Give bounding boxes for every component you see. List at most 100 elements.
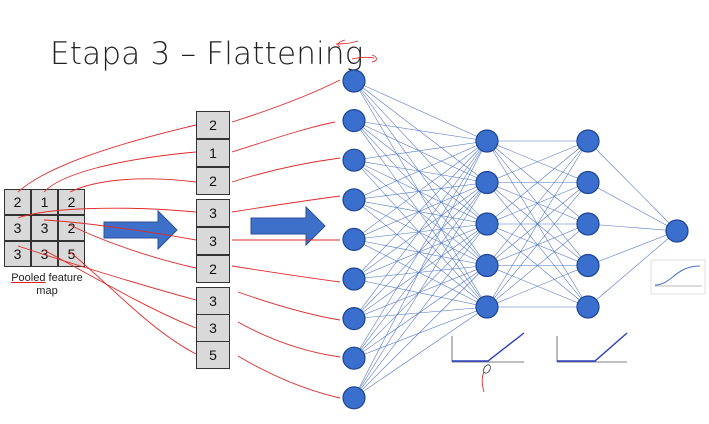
pooled-cell: 2	[58, 215, 85, 241]
connection-line	[353, 223, 488, 398]
annotation-strokes	[17, 39, 485, 399]
pencil-icon	[483, 364, 491, 374]
annotation-line	[231, 157, 341, 183]
annotation-line	[237, 321, 341, 358]
flattened-cell: 2	[196, 167, 230, 195]
annotation-line	[237, 291, 341, 321]
connection-line	[353, 199, 488, 308]
connection-line	[353, 182, 488, 240]
connection-line	[353, 239, 488, 308]
annotation-scribble	[335, 39, 359, 48]
connection-line	[353, 120, 488, 183]
caption-line-2: map	[36, 285, 58, 297]
connection-line	[486, 182, 589, 308]
connection-line	[486, 140, 589, 266]
output-node	[665, 219, 689, 243]
pooled-cell: 3	[31, 215, 58, 241]
connection-line	[353, 140, 488, 240]
hidden1-node	[475, 170, 499, 195]
caption-underlined-word: Pooled	[11, 272, 46, 284]
connection-line	[587, 182, 678, 232]
connection-line	[353, 160, 488, 308]
connection-line	[353, 159, 488, 225]
annotation-line	[43, 219, 197, 241]
connection-line	[353, 265, 488, 280]
connection-line	[353, 306, 488, 319]
annotation-line	[17, 124, 197, 193]
right-arrow-icon	[103, 209, 178, 251]
connection-line	[353, 159, 488, 266]
annotation-line	[17, 207, 197, 219]
connection-line	[353, 182, 488, 280]
right-arrow-icon	[250, 205, 326, 247]
connection-line	[353, 306, 488, 399]
slide-title: Etapa 3 – Flattening	[50, 36, 364, 72]
pooled-cell: 5	[58, 241, 85, 267]
flattened-cell: 1	[196, 139, 230, 167]
annotation-line	[43, 151, 197, 193]
hidden1-node	[475, 129, 499, 153]
input-node	[342, 69, 366, 93]
flattened-cell: 5	[196, 341, 230, 369]
pooled-cell: 2	[4, 189, 31, 215]
connection-line	[353, 265, 488, 359]
input-node	[342, 346, 366, 370]
connection-line	[353, 182, 488, 398]
annotation-line	[231, 121, 336, 153]
connection-line	[587, 223, 678, 232]
connection-line	[353, 265, 488, 319]
connection-line	[353, 140, 488, 201]
connection-line	[353, 239, 488, 266]
connection-line	[587, 140, 678, 232]
flattened-cell: 3	[196, 227, 230, 255]
hidden2-node	[576, 295, 600, 319]
connection-line	[353, 223, 488, 319]
connection-line	[353, 199, 488, 266]
hidden2-node	[576, 129, 600, 153]
annotation-line	[69, 251, 197, 355]
connection-line	[353, 120, 488, 266]
hidden2-node	[576, 253, 600, 278]
input-node	[342, 188, 366, 212]
connection-line	[353, 140, 488, 280]
pooled-cell: 1	[31, 189, 58, 215]
hidden1-node	[475, 295, 499, 319]
connection-line	[353, 80, 488, 142]
connection-line	[353, 159, 488, 183]
connection-line	[353, 80, 488, 266]
annotation-line	[237, 355, 341, 399]
pooled-cell: 3	[4, 241, 31, 267]
connection-line	[353, 140, 488, 161]
relu-plot	[556, 332, 628, 363]
connection-line	[486, 140, 589, 308]
pooled-cell: 3	[31, 241, 58, 267]
pooled-cell: 2	[58, 189, 85, 215]
connection-line	[353, 120, 488, 142]
input-node	[342, 307, 366, 331]
flattened-cell: 2	[196, 111, 230, 139]
annotation-line	[231, 195, 341, 213]
input-node	[342, 148, 366, 172]
connection-line	[486, 223, 589, 308]
hidden2-node	[576, 212, 600, 236]
connection-line	[353, 265, 488, 398]
pooled-map-caption: Pooled feature map	[0, 272, 94, 298]
connection-line	[353, 80, 488, 225]
relu-plot	[451, 332, 525, 363]
input-node	[342, 227, 366, 251]
connection-line	[353, 223, 488, 280]
hidden1-node	[475, 212, 499, 236]
pooled-cell: 3	[4, 215, 31, 241]
connection-line	[353, 306, 488, 359]
annotation-line	[69, 224, 197, 269]
connection-line	[353, 223, 488, 240]
annotation-line	[231, 265, 341, 283]
input-node	[342, 267, 366, 291]
connection-line	[353, 80, 488, 308]
annotation-line	[17, 245, 197, 301]
connection-line	[587, 230, 678, 266]
caption-rest: feature	[45, 272, 83, 284]
connection-line	[486, 140, 589, 183]
